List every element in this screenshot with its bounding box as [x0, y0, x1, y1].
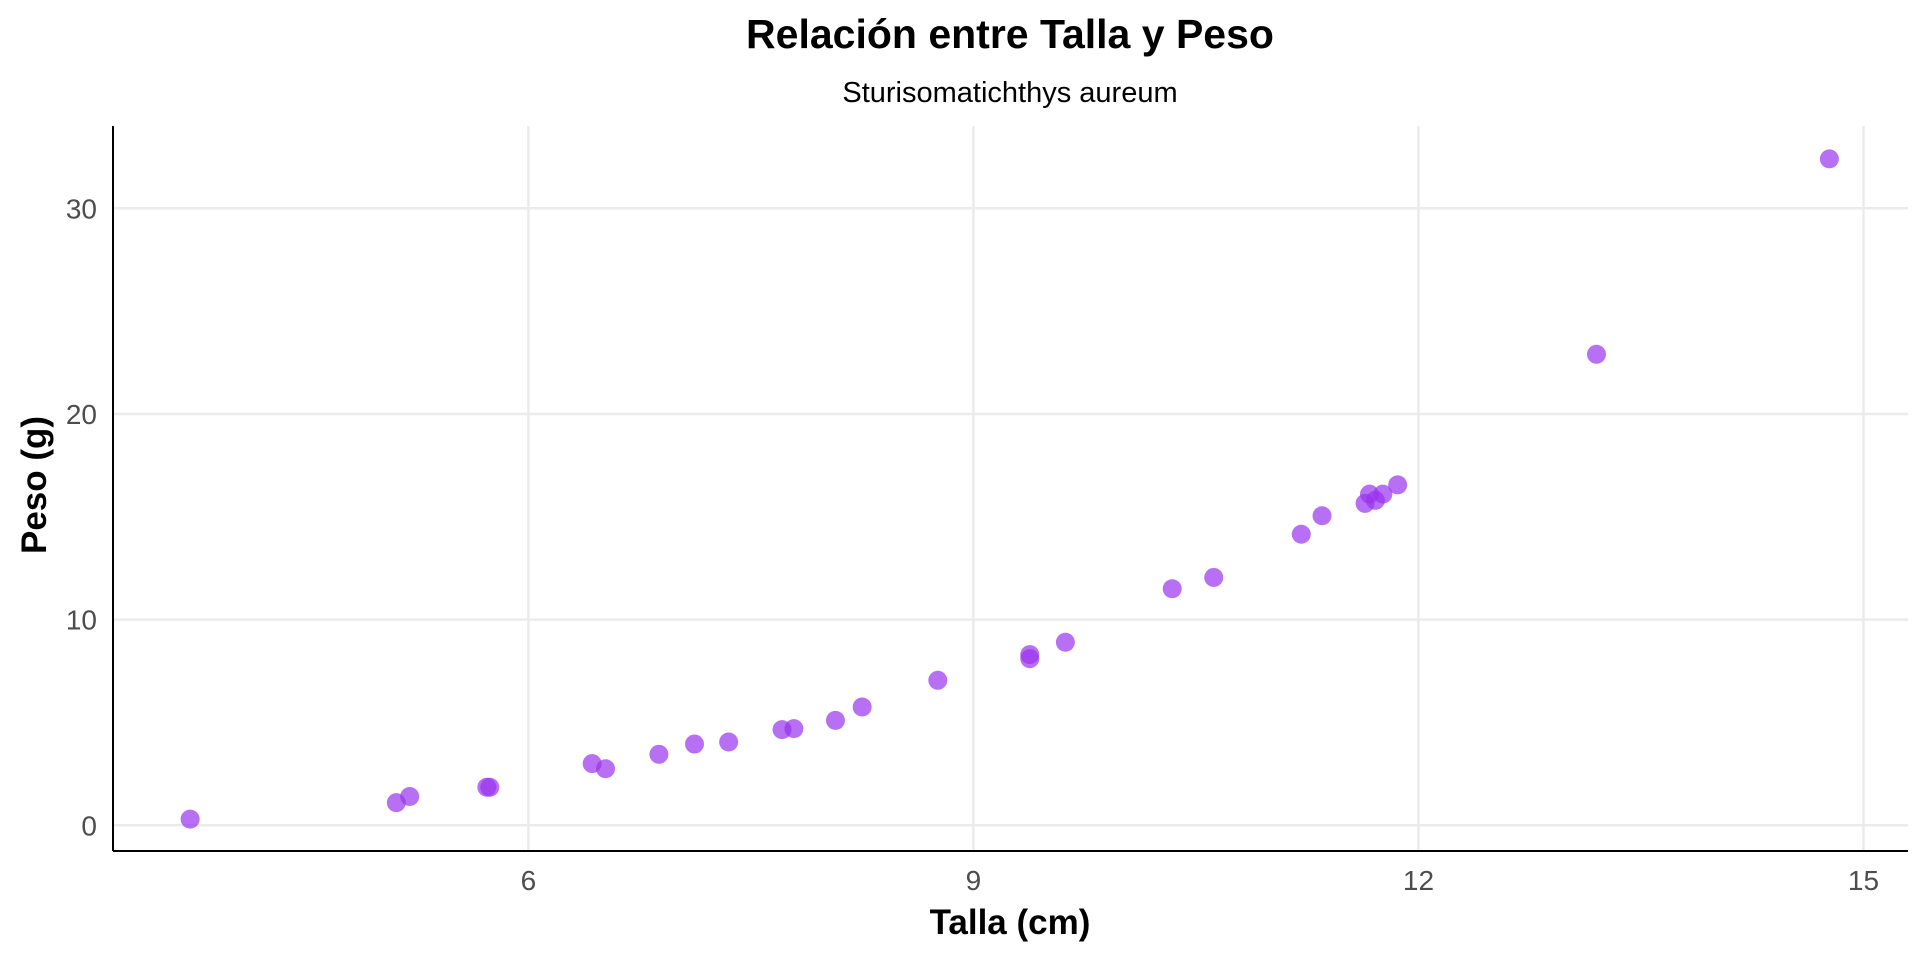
- data-point: [1388, 475, 1408, 495]
- chart-title: Relación entre Talla y Peso: [746, 11, 1274, 57]
- data-point: [1312, 506, 1332, 526]
- data-point: [1291, 524, 1311, 544]
- y-tick-label: 20: [66, 399, 97, 430]
- data-point: [1020, 645, 1040, 665]
- data-point: [685, 734, 705, 754]
- data-point: [1819, 149, 1839, 169]
- chart-subtitle: Sturisomatichthys aureum: [842, 77, 1177, 109]
- data-point: [1162, 579, 1182, 599]
- data-point: [480, 777, 500, 797]
- data-point: [596, 759, 616, 779]
- tick-labels: 0 10 20 30 6 9 12 15: [66, 193, 1879, 896]
- data-points: [180, 149, 1839, 829]
- x-axis-label: Talla (cm): [930, 903, 1091, 942]
- data-point: [852, 697, 872, 717]
- data-point: [1055, 632, 1075, 652]
- data-point: [784, 719, 804, 739]
- data-point: [825, 710, 845, 730]
- data-point: [400, 786, 420, 806]
- data-point: [1586, 344, 1606, 364]
- data-point: [719, 732, 739, 752]
- data-point: [180, 809, 200, 829]
- x-tick-label: 15: [1848, 865, 1879, 896]
- y-tick-label: 10: [66, 605, 97, 636]
- y-tick-label: 0: [81, 810, 97, 841]
- axes: [112, 126, 1908, 852]
- y-axis-label: Peso (g): [15, 416, 54, 554]
- y-tick-label: 30: [66, 193, 97, 224]
- data-point: [928, 670, 948, 690]
- data-point: [1204, 567, 1224, 587]
- x-tick-label: 9: [966, 865, 982, 896]
- data-point: [649, 744, 669, 764]
- data-point: [1373, 484, 1393, 504]
- grid-lines: [113, 126, 1908, 851]
- x-tick-label: 12: [1403, 865, 1434, 896]
- x-tick-label: 6: [521, 865, 537, 896]
